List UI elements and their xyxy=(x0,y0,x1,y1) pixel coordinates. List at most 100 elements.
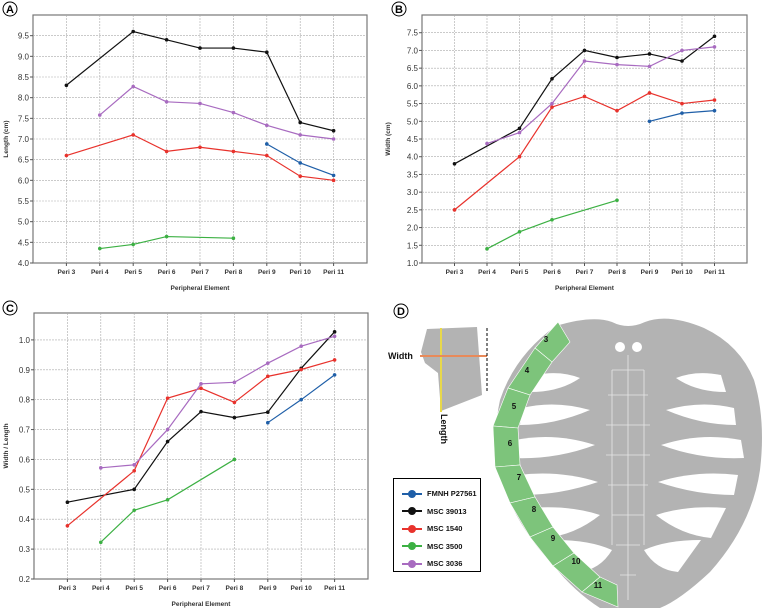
data-point xyxy=(265,50,269,54)
shell-diagram: 3 4 5 6 7 8 9 10 11 xyxy=(492,318,762,608)
peripheral-11 xyxy=(581,576,619,608)
data-point xyxy=(452,162,457,166)
peripheral-6 xyxy=(492,425,521,468)
y-tick-label: 4.0 xyxy=(407,153,419,162)
data-point xyxy=(712,98,717,102)
legend-swatch-icon xyxy=(402,489,422,498)
y-tick-label: 2.0 xyxy=(407,224,419,233)
x-tick-label: Peri 8 xyxy=(225,269,243,276)
data-point xyxy=(582,94,587,99)
x-tick-label: Peri 3 xyxy=(58,269,76,276)
chart-a-length: 4.0 4.5 5.0 5.5 6.0 6.5 7.0 7.5 8.0 8.5 9.0 9.5 Peri… xyxy=(3,14,368,292)
data-point xyxy=(332,358,337,362)
data-point xyxy=(331,173,336,178)
data-point xyxy=(165,439,170,444)
series-msc-3036 xyxy=(485,45,717,146)
length-label: Length xyxy=(439,414,449,444)
data-point xyxy=(331,137,336,141)
series-msc-3500 xyxy=(485,198,619,251)
data-point xyxy=(517,154,522,159)
x-tick-label: Peri 11 xyxy=(323,269,344,276)
data-point xyxy=(452,208,457,212)
y-tick-label: 0.4 xyxy=(19,515,31,524)
data-point xyxy=(582,59,587,63)
data-point xyxy=(164,234,169,239)
series-line xyxy=(486,199,618,250)
peripheral-label: 8 xyxy=(532,505,537,514)
data-point xyxy=(550,217,554,222)
peripheral-label: 3 xyxy=(544,335,549,344)
x-tick-label: Peri 5 xyxy=(125,585,143,592)
series-msc-39013 xyxy=(64,29,336,133)
series-line xyxy=(454,92,715,211)
scute-lines xyxy=(606,355,650,600)
data-point xyxy=(165,427,170,432)
data-point xyxy=(132,487,136,492)
y-tick-label: 8.5 xyxy=(18,73,30,82)
data-point xyxy=(615,108,619,113)
data-point xyxy=(332,334,337,339)
legend: FMNH P27561 MSC 39013 MSC 1540 MSC 3500 MSC … xyxy=(393,478,481,572)
y-tick-label: 0.7 xyxy=(19,426,31,435)
data-point xyxy=(582,48,587,53)
svg-text:A: A xyxy=(6,4,14,16)
x-tick-label: Peri 8 xyxy=(226,585,244,592)
legend-swatch-icon xyxy=(402,542,422,551)
x-tick-label: Peri 7 xyxy=(576,269,594,276)
y-tick-label: 7.5 xyxy=(407,29,419,38)
x-axis-label: Peripheral Element xyxy=(172,601,232,608)
peripheral-label: 4 xyxy=(525,366,530,375)
y-tick-label: 7.5 xyxy=(18,114,30,123)
data-point xyxy=(231,110,236,115)
data-point xyxy=(266,361,270,366)
peripheral-label: 11 xyxy=(594,581,603,590)
x-tick-label: Peri 3 xyxy=(59,585,77,592)
panel-letter-a: A xyxy=(2,1,18,17)
series-fmnh-p27561 xyxy=(265,142,336,178)
data-point xyxy=(647,119,652,124)
y-tick-label: 5.0 xyxy=(18,218,30,227)
chart-c-ratio: 0.2 0.3 0.4 0.5 0.6 0.7 0.8 0.9 1.0 Peri 3 Peri 4 P… xyxy=(3,312,369,608)
data-point xyxy=(712,34,717,39)
data-point xyxy=(712,108,717,113)
y-tick-label: 3.5 xyxy=(407,170,419,179)
y-tick-label: 0.6 xyxy=(19,455,31,464)
y-tick-label: 6.5 xyxy=(18,156,30,165)
data-point xyxy=(265,123,269,128)
y-tick-label: 5.5 xyxy=(407,100,419,109)
data-point xyxy=(131,133,135,137)
legend-label: FMNH P27561 xyxy=(427,489,477,499)
series-fmnh-p27561 xyxy=(266,373,337,425)
x-tick-label: Peri 9 xyxy=(259,585,277,592)
y-axis-label: Width / Length xyxy=(3,423,10,468)
data-point xyxy=(299,344,304,348)
y-tick-label: 0.5 xyxy=(19,485,31,494)
series-msc-1540 xyxy=(64,133,336,183)
data-point xyxy=(99,466,103,470)
data-point xyxy=(265,153,269,158)
series-msc-3036 xyxy=(99,334,337,470)
y-tick-label: 6.0 xyxy=(407,82,419,91)
y-tick-label: 9.5 xyxy=(18,32,30,41)
y-tick-label: 0.8 xyxy=(19,396,31,405)
data-point xyxy=(165,497,170,502)
data-point xyxy=(198,145,202,150)
data-point xyxy=(232,415,237,420)
y-tick-label: 3.0 xyxy=(407,188,419,197)
data-point xyxy=(232,400,237,405)
data-point xyxy=(332,373,337,377)
legend-item: MSC 39013 xyxy=(402,503,480,521)
data-point xyxy=(164,149,169,154)
svg-text:D: D xyxy=(397,306,405,318)
data-point xyxy=(299,397,304,402)
data-point xyxy=(331,128,336,133)
chart-b-width: 1.0 1.5 2.0 2.5 3.0 3.5 4.0 4.5 5.0 5.5 6.0 6.5 7.0 7… xyxy=(385,14,748,292)
y-tick-label: 4.5 xyxy=(18,238,30,247)
data-point xyxy=(266,410,270,415)
data-point xyxy=(485,141,489,146)
x-tick-label: Peri 10 xyxy=(671,269,693,276)
legend-label: MSC 39013 xyxy=(427,506,467,516)
peripheral-label: 6 xyxy=(508,439,513,448)
data-point xyxy=(232,380,237,385)
legend-label: MSC 3036 xyxy=(427,559,463,569)
